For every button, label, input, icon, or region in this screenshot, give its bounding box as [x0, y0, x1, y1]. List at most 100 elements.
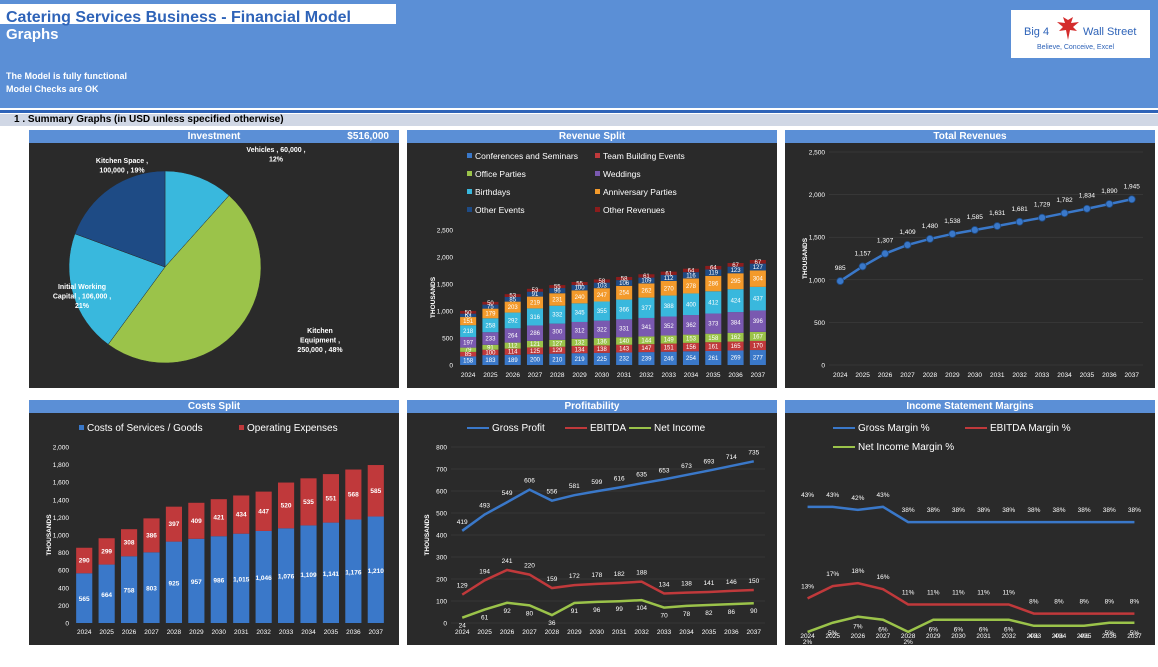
pie-data-label: 12%	[269, 157, 284, 164]
x-tick-label: 2026	[500, 629, 515, 636]
bar-segment	[526, 288, 544, 292]
bar-data-label: 322	[597, 327, 608, 333]
bar-data-label: 1,046	[256, 575, 273, 582]
x-tick-label: 2031	[617, 372, 632, 379]
legend-label: Conferences and Seminars	[475, 151, 578, 161]
x-tick-label: 2034	[301, 629, 316, 636]
bar-segment	[749, 259, 766, 264]
legend-label: Net Income Margin %	[858, 442, 954, 453]
pie-data-label: Equipment ,	[300, 338, 340, 345]
bar-segment	[571, 338, 588, 346]
data-label: 36	[548, 620, 556, 627]
bar-segment	[482, 301, 499, 305]
data-label: 7%	[853, 624, 863, 631]
bar-data-label: 116	[686, 273, 696, 279]
data-label: 134	[659, 582, 670, 589]
y-tick-label: 2,000	[53, 445, 70, 452]
bar-data-label: 304	[753, 277, 764, 283]
bar-segment	[660, 351, 677, 365]
legend-swatch	[79, 425, 84, 430]
bar-data-label: 106	[619, 281, 630, 287]
bar-data-label: 400	[686, 302, 697, 308]
x-tick-label: 2024	[800, 633, 815, 640]
bar-data-label: 397	[168, 521, 179, 528]
bar-segment	[504, 354, 521, 365]
bar-data-label: 269	[731, 356, 742, 362]
bar-segment	[482, 332, 499, 345]
series-line	[807, 581, 1135, 615]
bar-segment	[660, 271, 677, 275]
bar-data-label: 136	[597, 340, 608, 346]
bar-segment	[504, 348, 521, 355]
bar-segment	[571, 345, 588, 354]
bar-data-label: 158	[463, 359, 474, 365]
x-tick-label: 2032	[1012, 372, 1027, 379]
bar-data-label: 254	[686, 356, 697, 362]
y-tick-label: 1,500	[809, 235, 826, 242]
margins-title: Income Statement Margins	[785, 400, 1155, 413]
data-point	[970, 226, 979, 234]
bar-data-label: 147	[641, 346, 652, 352]
data-label: 80	[526, 610, 534, 617]
legend-swatch	[595, 189, 600, 194]
bar-data-label: 144	[641, 338, 652, 344]
data-point	[948, 230, 957, 238]
x-tick-label: 2036	[724, 629, 739, 636]
pie-slice	[74, 170, 166, 268]
bar-segment	[682, 351, 700, 365]
data-point	[1105, 200, 1114, 208]
y-axis-label: THOUSANDS	[802, 237, 809, 279]
data-label: 673	[681, 463, 692, 470]
margins-panel: Income Statement Margins 43% 43% 42% 43% 38%…	[785, 400, 1155, 645]
data-label: 70	[660, 613, 668, 620]
bar-data-label: 112	[664, 276, 674, 282]
bar-segment	[210, 536, 227, 623]
logo-tagline: Believe, Conceive, Excel	[1037, 44, 1115, 51]
bar-segment	[504, 301, 521, 313]
x-tick-label: 2024	[461, 372, 476, 379]
x-tick-label: 2036	[728, 372, 743, 379]
bar-data-label: 170	[753, 343, 764, 349]
bar-data-label: 50	[465, 310, 472, 316]
data-label: 82	[705, 610, 713, 617]
bar-data-label: 345	[575, 311, 586, 317]
x-tick-label: 2025	[825, 633, 840, 640]
bar-segment	[749, 331, 766, 341]
bar-segment	[638, 274, 655, 278]
series-line	[807, 615, 1135, 634]
margins-chart: 43% 43% 42% 43% 38% 38% 38% 38% 38% 38% 38% 38% 38% 3…	[800, 423, 1142, 645]
x-tick-label: 2025	[483, 372, 498, 379]
legend-label: Net Income	[654, 423, 706, 434]
bar-data-label: 218	[463, 329, 474, 335]
bar-segment	[255, 530, 272, 623]
data-point	[926, 235, 934, 243]
revenue-split-chart: 05001,0001,5002,0002,500THOUSANDS1588579…	[430, 151, 766, 379]
bar-data-label: 664	[101, 592, 112, 599]
x-tick-label: 2031	[234, 629, 249, 636]
data-label: 1,890	[1101, 188, 1118, 195]
x-tick-label: 2035	[1080, 372, 1095, 379]
bar-segment	[549, 346, 566, 354]
data-label: 38%	[952, 507, 965, 514]
bar-data-label: 520	[281, 502, 292, 509]
data-label: 90	[750, 608, 758, 615]
bar-data-label: 79	[465, 348, 472, 354]
data-label: 4%	[1054, 633, 1064, 640]
bar-data-label: 377	[641, 306, 652, 312]
data-label: 38%	[1027, 507, 1040, 514]
data-label: 38%	[1002, 507, 1015, 514]
pie-slice	[107, 195, 262, 364]
data-label: 38%	[1078, 507, 1091, 514]
bar-segment	[549, 353, 566, 365]
data-label: 13%	[801, 583, 814, 590]
bar-data-label: 100	[575, 286, 586, 292]
bar-data-label: 61	[665, 271, 672, 277]
bar-data-label: 925	[168, 580, 179, 587]
data-label: 2%	[903, 639, 913, 645]
bar-data-label: 156	[686, 345, 697, 351]
data-label: 4%	[1079, 633, 1089, 640]
bar-data-label: 58	[599, 279, 606, 285]
bar-segment	[749, 310, 766, 332]
status-functional: The Model is fully functional	[6, 71, 128, 81]
x-tick-label: 2028	[923, 372, 938, 379]
